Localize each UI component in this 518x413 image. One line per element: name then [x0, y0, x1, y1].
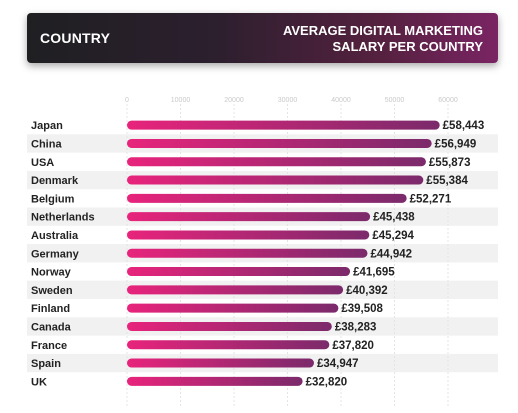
x-tick-label: 10000 — [171, 97, 191, 104]
x-tick-label: 40000 — [331, 97, 351, 104]
bar-japan — [127, 120, 440, 130]
value-label: £40,392 — [346, 285, 388, 297]
category-label: Japan — [31, 120, 63, 132]
bar-germany — [127, 248, 368, 258]
value-label: £56,949 — [435, 138, 477, 150]
chart-header: COUNTRY AVERAGE DIGITAL MARKETING SALARY… — [27, 13, 498, 63]
chart-title-line-2: SALARY PER COUNTRY — [332, 39, 483, 54]
bar-australia — [127, 230, 370, 240]
category-label: Germany — [31, 248, 80, 260]
value-label: £52,271 — [410, 193, 452, 205]
x-tick-label: 30000 — [278, 97, 298, 104]
category-label: China — [31, 138, 62, 150]
bar-norway — [127, 267, 351, 277]
bar-denmark — [127, 175, 424, 185]
category-label: Australia — [31, 230, 79, 242]
x-tick-label: 60000 — [438, 97, 458, 104]
category-label: Norway — [31, 267, 72, 279]
bar-spain — [127, 358, 314, 368]
category-label: USA — [31, 157, 54, 169]
category-label: Belgium — [31, 193, 75, 205]
bar-finland — [127, 303, 339, 313]
x-tick-label: 20000 — [224, 97, 244, 104]
value-label: £37,820 — [332, 340, 374, 352]
bar-uk — [127, 376, 303, 386]
category-label: UK — [31, 376, 47, 388]
value-label: £39,508 — [341, 303, 383, 315]
bar-china — [127, 138, 432, 148]
category-label: Denmark — [31, 175, 79, 187]
chart-title-line-1: AVERAGE DIGITAL MARKETING — [282, 23, 483, 38]
category-label: Netherlands — [31, 212, 95, 224]
value-label: £58,443 — [443, 120, 485, 132]
value-label: £41,695 — [353, 267, 395, 279]
category-label: Spain — [31, 358, 61, 370]
bar-france — [127, 340, 330, 350]
value-label: £55,384 — [426, 175, 468, 187]
category-label: Finland — [31, 303, 70, 315]
country-column-title: COUNTRY — [40, 30, 111, 46]
value-label: £34,947 — [317, 358, 359, 370]
value-label: £44,942 — [370, 248, 412, 260]
x-tick-label: 50000 — [385, 97, 405, 104]
category-label: Canada — [31, 321, 72, 333]
x-tick-label: 0 — [125, 97, 129, 104]
bar-netherlands — [127, 212, 371, 222]
value-label: £38,283 — [335, 321, 377, 333]
value-label: £45,438 — [373, 212, 415, 224]
bar-usa — [127, 157, 426, 167]
chart-title: AVERAGE DIGITAL MARKETING SALARY PER COU… — [283, 23, 483, 55]
bar-sweden — [127, 285, 344, 295]
value-label: £32,820 — [306, 376, 348, 388]
bar-canada — [127, 321, 332, 331]
bar-belgium — [127, 193, 407, 203]
category-label: Sweden — [31, 285, 73, 297]
value-label: £45,294 — [372, 230, 414, 242]
category-label: France — [31, 340, 67, 352]
value-label: £55,873 — [429, 157, 471, 169]
